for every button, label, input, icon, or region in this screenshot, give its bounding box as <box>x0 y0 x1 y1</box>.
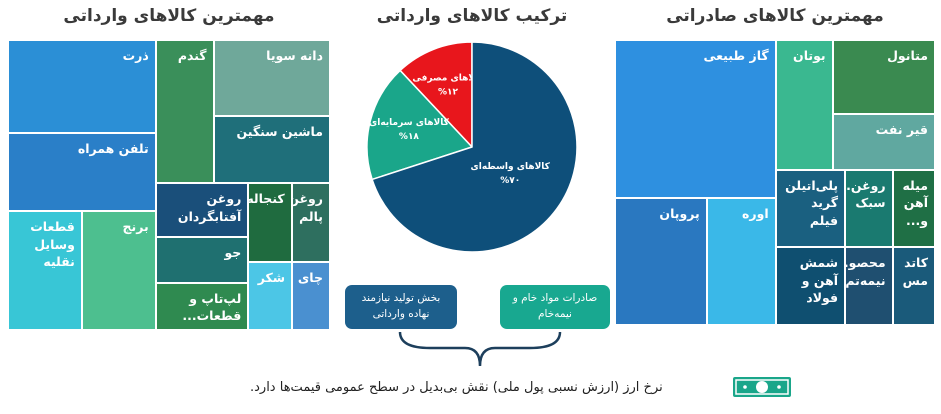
cell-label: روغن آفتابگردان <box>177 191 242 224</box>
treemap-cell: چای <box>292 261 330 330</box>
footer-text: نرخ ارز (ارزش نسبی پول ملی) نقش بی‌بدیل … <box>250 380 663 395</box>
treemap-cell: اوره <box>706 197 776 325</box>
treemap-cell: روغن پالم <box>291 183 330 262</box>
treemap-cell: گندم <box>155 40 214 184</box>
cell-label: بوتان <box>793 48 826 63</box>
brace-path <box>398 331 562 367</box>
slice-label: کالاهای مصرفی <box>412 73 484 83</box>
treemap-cell: لپ‌تاپ و قطعات... <box>155 282 249 330</box>
treemap-cell: پلی‌اتیلن گرید فیلم <box>775 169 846 248</box>
cell-label: لپ‌تاپ و قطعات... <box>182 290 242 324</box>
treemap-cell: روغن... سبک <box>845 169 893 248</box>
cell-label: ماشین سنگین <box>236 123 323 139</box>
cell-label: قیر نفت <box>875 122 928 138</box>
cell-label: محصو... نیمه‌تم... <box>845 255 886 288</box>
value-label: %۷۰ <box>500 176 520 186</box>
note-box: بخش تولید نیازمند نهاده وارداتی <box>345 285 457 329</box>
slice-label: کالاهای واسطه‌ای <box>471 162 551 172</box>
treemap-cell: متانول <box>832 40 935 115</box>
treemap-cell: ذرت <box>8 40 156 133</box>
treemap-cell: ماشین سنگین <box>213 115 330 184</box>
treemap: ذرت تلفن همراه قطعات وسایل نقلیه برنج گندم دا… <box>8 40 330 330</box>
pie-slice <box>371 41 578 253</box>
icon-dot <box>777 385 781 389</box>
treemap-cell: کاتد مس <box>892 247 935 325</box>
cell-label: اوره <box>742 205 769 221</box>
treemap-cell: گاز طبیعی <box>615 40 776 198</box>
cell-label: تلفن همراه <box>77 140 149 156</box>
treemap-cell: پروپان <box>615 197 707 325</box>
brace <box>398 331 562 367</box>
cell-label: گندم <box>177 48 207 63</box>
note-box: صادرات مواد خام و نیمه‌خام <box>500 285 610 329</box>
chart-title: مهمترین کالاهای وارداتی <box>63 6 275 26</box>
cell-label: قطعات وسایل نقلیه <box>30 219 75 270</box>
slice-label: کالاهای سرمایه‌ای <box>369 118 450 128</box>
treemap-cell: شکر <box>248 261 293 330</box>
cell-label: شکر <box>257 269 286 285</box>
treemap-cell: تلفن همراه <box>8 132 156 212</box>
pie-chart: کالاهای مصرفی %۱۲ کالاهای سرمایه‌ای %۱۸ کالا… <box>366 41 578 253</box>
treemap-cell: برنج <box>81 211 156 330</box>
chart-title: مهمترین کالاهای صادراتی <box>666 6 884 26</box>
treemap-cell: بوتان <box>775 40 833 170</box>
treemap-cell: قطعات وسایل نقلیه <box>8 211 82 330</box>
treemap-cell: قیر نفت <box>832 114 935 170</box>
chart-title: ترکیب کالاهای وارداتی <box>376 6 568 26</box>
cell-label: جو <box>224 245 242 261</box>
cell-label: متانول <box>887 48 928 63</box>
cell-label: روغن... سبک <box>846 177 886 211</box>
cell-label: پروپان <box>659 205 700 221</box>
cell-label: شمش آهن و فولاد <box>799 255 839 306</box>
cell-label: کاتد مس <box>902 255 928 288</box>
treemap: گاز طبیعی پروپان اوره بوتان متانول قیر نفت پلی… <box>615 40 935 325</box>
icon-coin <box>756 381 768 393</box>
treemap-cell: کنجاله <box>248 183 292 262</box>
cell-label: گاز طبیعی <box>703 48 769 63</box>
icon-border <box>735 379 789 395</box>
cell-label: دانه سویا <box>266 48 323 63</box>
treemap-cell: میله آهن و... <box>892 169 935 248</box>
treemap-cell: محصو... نیمه‌تم... <box>845 247 893 325</box>
cell-label: کنجاله <box>248 191 285 207</box>
icon-dot <box>743 385 747 389</box>
value-label: %۱۲ <box>438 87 459 97</box>
cell-label: ذرت <box>122 48 149 63</box>
money-icon <box>733 377 791 397</box>
value-label: %۱۸ <box>399 132 420 142</box>
cell-label: برنج <box>122 219 149 235</box>
cell-label: پلی‌اتیلن گرید فیلم <box>785 177 839 228</box>
pie-slice <box>366 69 474 181</box>
cell-label: چای <box>297 269 323 285</box>
cell-label: میله آهن و... <box>902 177 928 228</box>
pie-slice <box>399 41 473 149</box>
treemap-cell: دانه سویا <box>213 40 330 116</box>
cell-label: روغن پالم <box>293 191 323 224</box>
treemap-cell: روغن آفتابگردان <box>155 183 249 238</box>
treemap-cell: جو <box>155 237 249 283</box>
treemap-cell: شمش آهن و فولاد <box>775 247 846 325</box>
